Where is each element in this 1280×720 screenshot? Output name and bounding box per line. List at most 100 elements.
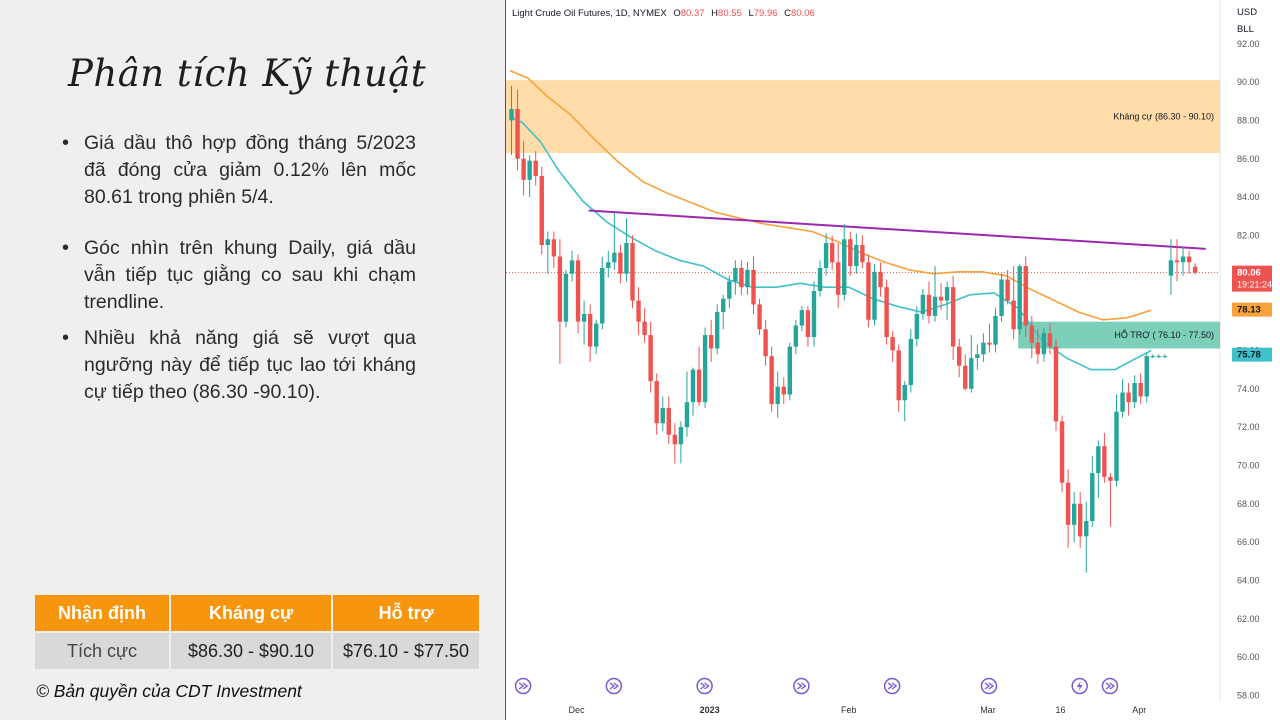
candle-body [1126, 392, 1131, 403]
candle-body [1017, 266, 1022, 330]
candle-body [1174, 260, 1180, 263]
price-tick-label: 82.00 [1237, 230, 1260, 240]
candle [569, 250, 575, 282]
price-tag-value: 75.78 [1237, 350, 1261, 361]
header-support: Hỗ trợ [333, 595, 479, 631]
candle [999, 273, 1004, 322]
bullet-daily-view: Góc nhìn trên khung Daily, giá dầu vẫn t… [62, 235, 416, 316]
candle-body [908, 338, 913, 385]
candle [878, 262, 883, 297]
price-tag-box [1232, 302, 1272, 317]
candle [581, 300, 587, 345]
candle [1138, 373, 1143, 405]
summary-header-row: Nhận định Kháng cự Hỗ trợ [35, 595, 479, 631]
price-tag-box [1232, 347, 1272, 362]
price-tick-label: 74.00 [1237, 384, 1260, 394]
copyright-notice: © Bản quyền của CDT Investment [36, 681, 302, 701]
candle [557, 239, 563, 364]
candle-body [654, 381, 659, 424]
candle-body [594, 323, 599, 347]
marker-glyph [984, 682, 995, 690]
candle [594, 319, 599, 355]
candle [1162, 354, 1168, 359]
candle-body [515, 108, 520, 159]
candle [527, 154, 532, 198]
candle-body [708, 335, 714, 349]
candle [575, 254, 581, 334]
time-tick-label: Feb [841, 705, 857, 715]
candle-body [527, 160, 532, 180]
candle [926, 281, 932, 324]
candle-body [581, 314, 587, 322]
candle-body [975, 354, 980, 359]
candle [1090, 455, 1095, 527]
bullet-outlook: Nhiều khả năng giá sẽ vượt qua ngưỡng nà… [62, 325, 416, 406]
candle-body [914, 314, 920, 339]
candle-body [1041, 333, 1047, 355]
candlestick-chart[interactable]: Kháng cự (86.30 - 90.10) HỖ TRỢ ( 76.10 -… [506, 0, 1280, 720]
candle [769, 346, 774, 412]
candle-body [836, 262, 841, 295]
candle [1084, 501, 1089, 573]
candle-body [545, 239, 550, 245]
candle-body [829, 243, 835, 263]
candle [817, 260, 823, 297]
price-axis: 58.00 60.00 62.00 64.00 66.00 68.00 70.00 72.00… [1232, 39, 1272, 700]
candle-body [932, 296, 938, 316]
candle [1096, 440, 1101, 498]
candle [920, 289, 926, 320]
resistance-zone [506, 80, 1220, 153]
candle [842, 223, 847, 301]
candle-body [848, 239, 853, 267]
candle [587, 304, 593, 362]
candle-body [1138, 383, 1143, 397]
candle-body [569, 260, 575, 274]
candle [763, 319, 768, 366]
candle-body [509, 108, 514, 121]
candle [1059, 415, 1065, 493]
price-tag-ma-orange: 78.13 [1232, 302, 1272, 317]
candle [890, 331, 895, 362]
candle [739, 260, 744, 295]
candle [1114, 394, 1119, 487]
candle-body [751, 269, 756, 305]
candle-body [521, 158, 526, 180]
time-tick-label: Dec [569, 705, 586, 715]
candle [1071, 492, 1077, 543]
cell-resistance: $86.30 - $90.10 [171, 633, 331, 669]
candle-body [642, 321, 647, 336]
candle-body [1096, 446, 1101, 474]
forward-icon [514, 677, 532, 695]
support-zone-label: HỖ TRỢ ( 76.10 - 77.50) [1114, 329, 1214, 340]
candle-body [926, 294, 932, 316]
candle-body [872, 271, 877, 320]
candle [624, 218, 629, 282]
candle [1126, 383, 1131, 416]
trendline-layer [588, 209, 1206, 250]
candle-body [739, 268, 744, 288]
candle-body [890, 337, 895, 351]
candle [612, 212, 617, 270]
candle [1023, 256, 1028, 337]
candle [781, 377, 786, 405]
summary-row: Tích cực $86.30 - $90.10 $76.10 - $77.50 [35, 633, 479, 669]
candle [533, 151, 538, 186]
candle [545, 231, 550, 274]
candle [551, 231, 557, 268]
candle-body [878, 271, 883, 288]
candle-body [811, 291, 817, 337]
price-tick-label: 58.00 [1237, 690, 1260, 700]
candle [969, 335, 974, 393]
zones-layer: Kháng cự (86.30 - 90.10) HỖ TRỢ ( 76.10 -… [506, 80, 1220, 349]
candle [654, 373, 659, 435]
time-tick-label: 2023 [700, 705, 720, 715]
candle [1150, 354, 1155, 359]
candle [1192, 263, 1198, 275]
resistance-zone-label: Kháng cự (86.30 - 90.10) [1113, 112, 1214, 122]
candle [606, 250, 611, 278]
price-tick-label: 90.00 [1237, 77, 1260, 87]
candle-body [763, 329, 768, 357]
candle [1065, 469, 1071, 548]
price-tick-label: 66.00 [1237, 537, 1260, 547]
price-chart-panel[interactable]: Kháng cự (86.30 - 90.10) HỖ TRỢ ( 76.10 -… [505, 0, 1280, 720]
